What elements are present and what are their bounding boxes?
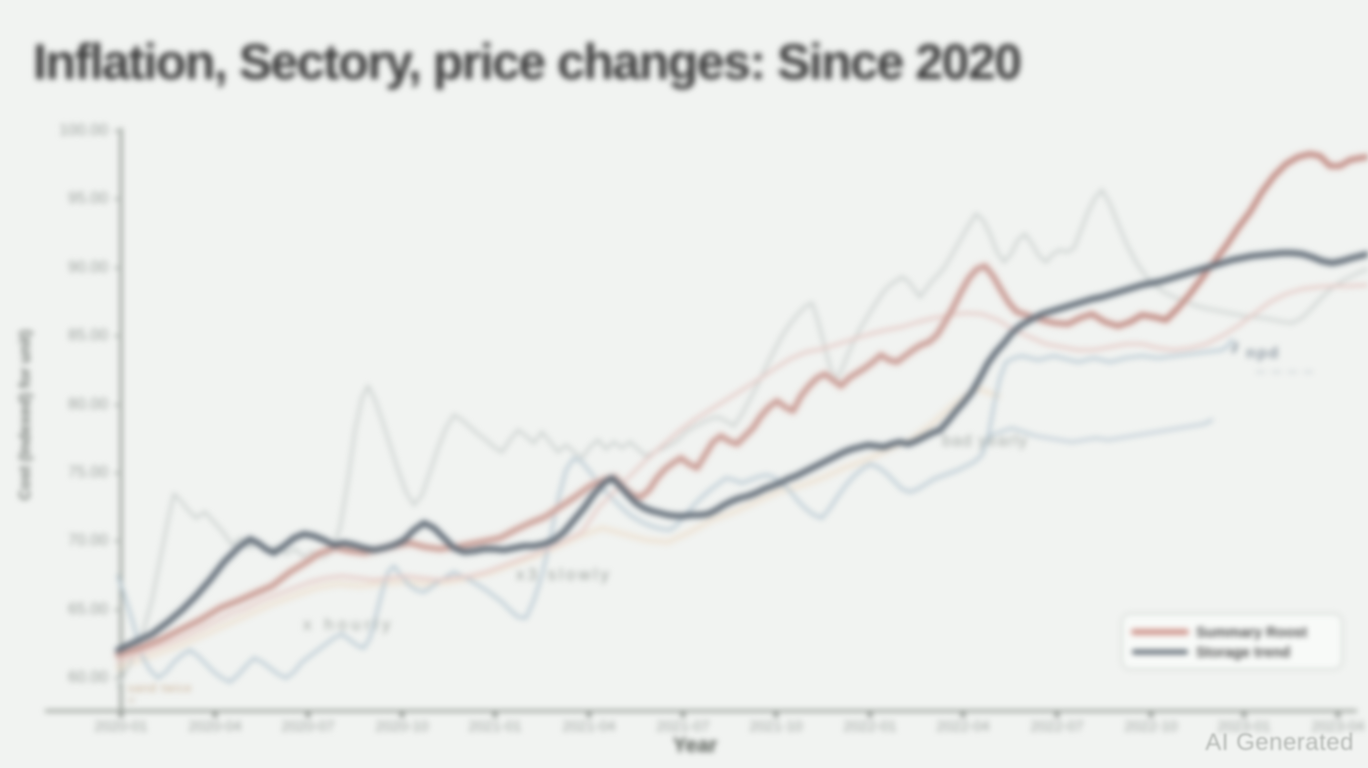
svg-text:100.00: 100.00	[59, 122, 108, 139]
svg-text:75.00: 75.00	[68, 464, 108, 481]
svg-text:2020-07: 2020-07	[281, 719, 334, 735]
svg-text:2022-07: 2022-07	[1030, 719, 1083, 735]
svg-text:90.00: 90.00	[68, 259, 108, 276]
svg-text:ei: ei	[128, 695, 135, 705]
svg-text:2021-04: 2021-04	[562, 719, 615, 735]
svg-text:Year: Year	[673, 734, 717, 757]
svg-text:x hourly: x hourly	[303, 615, 395, 634]
svg-text:65.00: 65.00	[68, 601, 108, 618]
svg-text:2022-04: 2022-04	[936, 719, 989, 735]
svg-text:60.00: 60.00	[68, 669, 108, 686]
svg-text:Summary Roost: Summary Roost	[1196, 625, 1307, 641]
svg-text:x3 slowly: x3 slowly	[516, 565, 612, 584]
svg-text:sand twice: sand twice	[128, 683, 192, 695]
svg-text:npd: npd	[1246, 345, 1280, 362]
svg-text:2021-01: 2021-01	[468, 719, 521, 735]
svg-text:2021-07: 2021-07	[656, 719, 709, 735]
svg-text:2021-10: 2021-10	[749, 719, 802, 735]
svg-text:2022-01: 2022-01	[843, 719, 896, 735]
svg-text:70.00: 70.00	[68, 532, 108, 549]
svg-text:85.00: 85.00	[68, 327, 108, 344]
svg-text:Cost (Indexed) for unit): Cost (Indexed) for unit)	[17, 330, 34, 501]
svg-text:Storage trend: Storage trend	[1196, 645, 1290, 661]
svg-text:2020-10: 2020-10	[375, 719, 428, 735]
svg-text:bad yearly: bad yearly	[942, 432, 1028, 450]
svg-text:2023-01: 2023-01	[1217, 719, 1270, 735]
svg-text:2020-04: 2020-04	[188, 719, 241, 735]
svg-text:95.00: 95.00	[68, 190, 108, 207]
svg-text:2020-01: 2020-01	[94, 719, 147, 735]
svg-text:2022-10: 2022-10	[1124, 719, 1177, 735]
svg-text:80.00: 80.00	[68, 396, 108, 413]
svg-text:2023-04: 2023-04	[1311, 719, 1364, 735]
